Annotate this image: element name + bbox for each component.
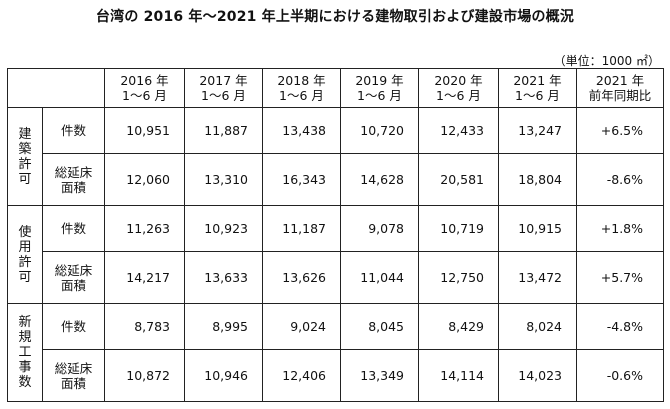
column-header: 2021 年 1～6 月	[498, 68, 577, 108]
header-blank-cell	[7, 68, 105, 108]
value-cell: 8,783	[104, 303, 185, 350]
value-cell: 8,995	[184, 303, 263, 350]
table-row: 総延床 面積 14,217 13,633 13,626 11,044 12,750…	[8, 251, 664, 304]
value-cell: 11,263	[104, 205, 185, 252]
row-label: 件数	[42, 303, 105, 350]
value-cell: 14,628	[340, 153, 419, 206]
value-cell: 16,343	[262, 153, 341, 206]
table-row: 総延床 面積 12,060 13,310 16,343 14,628 20,581…	[8, 153, 664, 206]
column-header-ratio: 2021 年前年同期比	[576, 68, 664, 108]
value-cell: 10,951	[104, 107, 185, 154]
group-label-new-construction: 新規工事数	[7, 303, 43, 402]
row-label: 総延床 面積	[42, 153, 105, 206]
ratio-cell: +5.7%	[576, 251, 664, 304]
value-cell: 10,719	[418, 205, 499, 252]
row-label: 件数	[42, 205, 105, 252]
value-cell: 11,044	[340, 251, 419, 304]
column-header: 2018 年 1～6 月	[262, 68, 341, 108]
group-label-use-permit: 使用許可	[7, 205, 43, 304]
ratio-cell: +1.8%	[576, 205, 664, 252]
row-label: 総延床 面積	[42, 251, 105, 304]
value-cell: 9,078	[340, 205, 419, 252]
ratio-cell: +6.5%	[576, 107, 664, 154]
value-cell: 8,429	[418, 303, 499, 350]
row-label: 件数	[42, 107, 105, 154]
value-cell: 12,406	[262, 349, 341, 402]
value-cell: 10,923	[184, 205, 263, 252]
value-cell: 10,872	[104, 349, 185, 402]
value-cell: 13,438	[262, 107, 341, 154]
value-cell: 10,946	[184, 349, 263, 402]
value-cell: 14,217	[104, 251, 185, 304]
value-cell: 11,187	[262, 205, 341, 252]
header-row: 2016 年 1～6 月 2017 年 1～6 月 2018 年 1～6 月 2019…	[7, 68, 664, 108]
ratio-cell: -8.6%	[576, 153, 664, 206]
ratio-cell: -4.8%	[576, 303, 664, 350]
data-table: 2016 年 1～6 月 2017 年 1～6 月 2018 年 1～6 月 2019…	[7, 68, 664, 402]
value-cell: 13,472	[498, 251, 577, 304]
column-header: 2020 年 1～6 月	[418, 68, 499, 108]
unit-note: （単位：1000 ㎡）	[553, 54, 660, 68]
value-cell: 10,915	[498, 205, 577, 252]
value-cell: 14,114	[418, 349, 499, 402]
value-cell: 13,247	[498, 107, 577, 154]
page-title: 台湾の 2016 年～2021 年上半期における建物取引および建設市場の概況	[95, 9, 575, 25]
value-cell: 10,720	[340, 107, 419, 154]
value-cell: 11,887	[184, 107, 263, 154]
column-header: 2019 年 1～6 月	[340, 68, 419, 108]
value-cell: 8,024	[498, 303, 577, 350]
value-cell: 12,060	[104, 153, 185, 206]
value-cell: 13,310	[184, 153, 263, 206]
group-label-building-permit: 建築許可	[7, 107, 43, 206]
value-cell: 12,750	[418, 251, 499, 304]
value-cell: 13,349	[340, 349, 419, 402]
ratio-cell: -0.6%	[576, 349, 664, 402]
value-cell: 9,024	[262, 303, 341, 350]
table-row: 総延床 面積 10,872 10,946 12,406 13,349 14,114…	[8, 349, 664, 402]
value-cell: 12,433	[418, 107, 499, 154]
column-header: 2016 年 1～6 月	[104, 68, 185, 108]
value-cell: 20,581	[418, 153, 499, 206]
row-label: 総延床 面積	[42, 349, 105, 402]
column-header: 2017 年 1～6 月	[184, 68, 263, 108]
value-cell: 18,804	[498, 153, 577, 206]
table-row: 新規工事数 件数 8,783 8,995 9,024 8,045 8,429 8…	[7, 303, 664, 402]
value-cell: 8,045	[340, 303, 419, 350]
value-cell: 14,023	[498, 349, 577, 402]
value-cell: 13,626	[262, 251, 341, 304]
value-cell: 13,633	[184, 251, 263, 304]
table-row: 建築許可 件数 10,951 11,887 13,438 10,720 12,4…	[7, 107, 664, 206]
table-row: 使用許可 件数 11,263 10,923 11,187 9,078 10,71…	[7, 205, 664, 304]
